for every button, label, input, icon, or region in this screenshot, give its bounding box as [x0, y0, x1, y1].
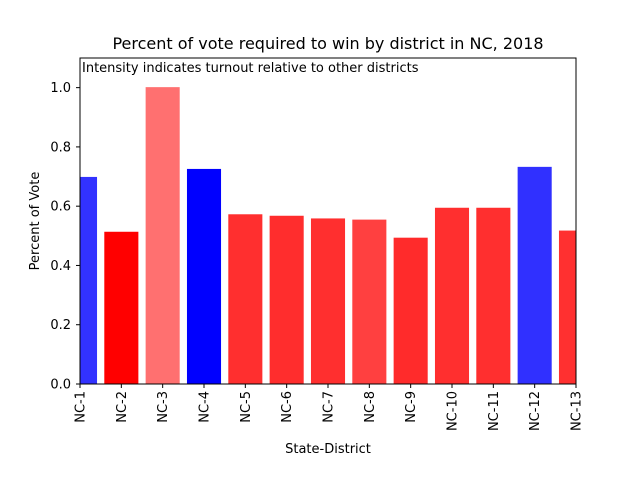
bar-nc-5: [228, 214, 263, 384]
bar-nc-8: [352, 219, 387, 384]
x-tick-label: NC-13: [570, 391, 585, 431]
bar-nc-12: [517, 166, 552, 384]
bars-group: [80, 87, 576, 384]
y-tick-label: 0.6: [50, 200, 71, 215]
x-axis-label: State-District: [285, 442, 371, 457]
y-tick-label: 0.4: [50, 259, 71, 274]
y-axis-label: Percent of Vote: [28, 172, 43, 271]
bar-nc-6: [269, 215, 304, 384]
x-tick-label: NC-4: [198, 391, 213, 423]
x-tick-label: NC-12: [528, 391, 543, 431]
chart-annotation: Intensity indicates turnout relative to …: [82, 61, 419, 76]
x-tick-label: NC-11: [487, 391, 502, 431]
bar-nc-2: [104, 231, 139, 384]
x-tick-label: NC-5: [239, 391, 254, 423]
y-axis: 0.0 0.2 0.4 0.6 0.8 1.0: [50, 81, 80, 393]
bar-nc-3: [145, 87, 180, 384]
x-tick-label: NC-2: [115, 391, 130, 423]
bar-nc-7: [310, 218, 346, 384]
x-tick-label: NC-6: [280, 391, 295, 423]
x-tick-label: NC-8: [363, 391, 378, 423]
x-tick-label: NC-9: [404, 391, 419, 423]
y-tick-label: 0.0: [50, 378, 71, 393]
x-tick-label: NC-3: [156, 391, 171, 423]
y-tick-label: 1.0: [50, 81, 71, 96]
bar-nc-13: [558, 230, 576, 384]
y-tick-label: 0.8: [50, 140, 71, 155]
bar-nc-11: [476, 207, 511, 384]
chart-title: Percent of vote required to win by distr…: [112, 34, 543, 53]
x-tick-label: NC-7: [322, 391, 337, 423]
bar-nc-10: [434, 207, 470, 384]
x-tick-label: NC-10: [446, 391, 461, 431]
bar-nc-9: [393, 237, 428, 384]
y-tick-label: 0.2: [50, 318, 71, 333]
x-tick-label: NC-1: [74, 391, 89, 423]
bar-nc-4: [186, 168, 222, 384]
x-axis: NC-1 NC-2 NC-3 NC-4 NC-5 NC-6 NC-7 NC-8 NC-9 NC-1…: [74, 384, 585, 431]
